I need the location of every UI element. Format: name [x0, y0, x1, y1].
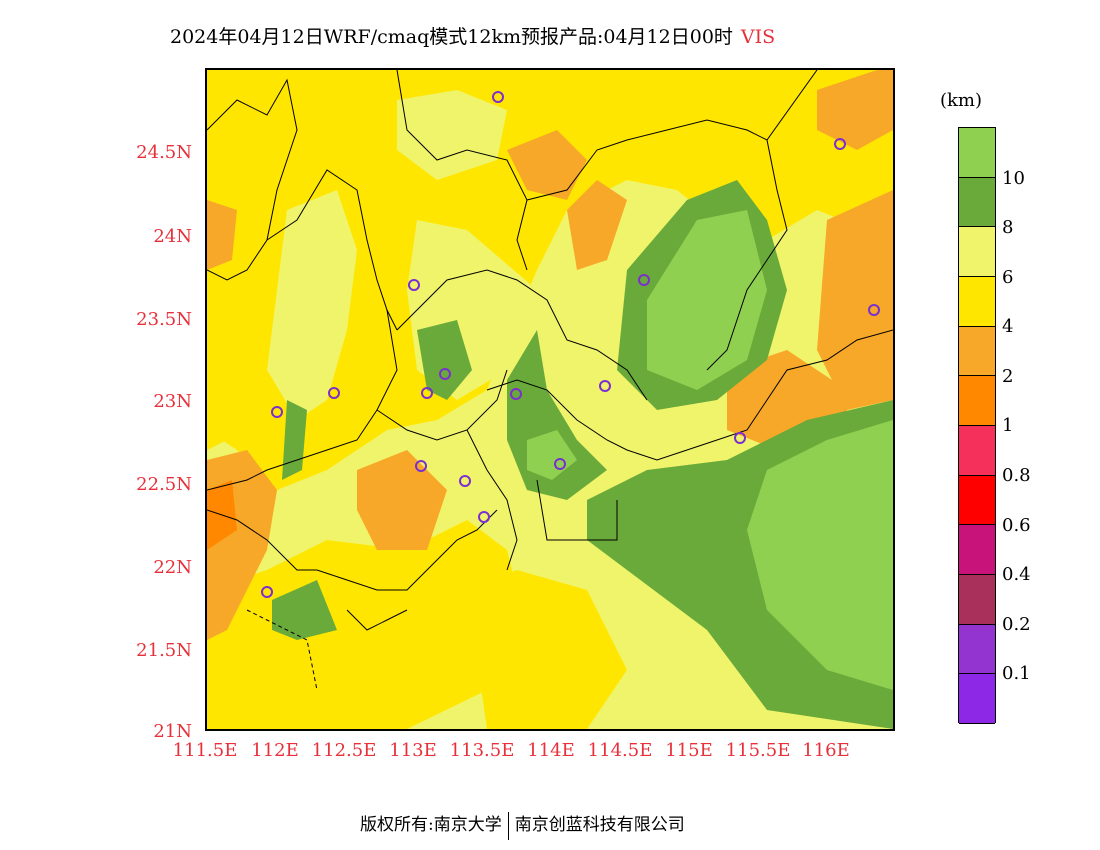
- field-orange-2km-s: [357, 450, 447, 550]
- color-bar-segment: [959, 674, 995, 724]
- legend-level-label: 0.8: [1002, 465, 1031, 486]
- color-bar-segment: [959, 475, 995, 526]
- color-bar-segment: [959, 177, 995, 228]
- station-marker: [415, 460, 427, 472]
- x-tick-label: 116E: [802, 740, 850, 761]
- station-marker: [492, 91, 504, 103]
- x-tick-label: 112E: [251, 740, 299, 761]
- station-marker: [734, 432, 746, 444]
- y-tick-label: 23N: [153, 391, 192, 412]
- title-variable: VIS: [740, 26, 776, 48]
- legend-level-label: 6: [1002, 267, 1014, 288]
- station-marker: [261, 586, 273, 598]
- field-yellow-4km-south: [207, 520, 527, 729]
- field-orange-2km-ne: [817, 70, 893, 150]
- station-marker: [868, 304, 880, 316]
- legend-level-label: 4: [1002, 316, 1014, 337]
- x-tick-label: 113.5E: [449, 740, 515, 761]
- station-marker: [328, 387, 340, 399]
- color-bar-segment: [959, 277, 995, 327]
- station-marker: [421, 387, 433, 399]
- x-tick-label: 114.5E: [587, 740, 653, 761]
- map-title: 2024年04月12日WRF/cmaq模式12km预报产品:04月12日00时 V…: [170, 22, 775, 49]
- legend-level-label: 0.1: [1002, 663, 1031, 684]
- legend-level-label: 1: [1002, 415, 1014, 436]
- color-bar-segment: [959, 575, 995, 625]
- color-bar-segment: [959, 624, 995, 675]
- color-bar: [958, 127, 996, 724]
- x-tick-label: 112.5E: [311, 740, 377, 761]
- station-marker: [510, 388, 522, 400]
- station-marker: [638, 274, 650, 286]
- admin-boundaries: [207, 70, 893, 691]
- field-yellow-4km-coast: [467, 570, 627, 729]
- station-marker: [834, 138, 846, 150]
- field-green-8km-w: [282, 400, 307, 480]
- field-light-lobe-north: [397, 90, 507, 180]
- x-tick-label: 115.5E: [725, 740, 791, 761]
- legend-level-label: 10: [1002, 168, 1025, 189]
- x-tick-label: 114E: [527, 740, 575, 761]
- station-markers: [261, 91, 880, 598]
- x-tick-label: 111.5E: [172, 740, 238, 761]
- station-marker: [459, 475, 471, 487]
- legend-level-label: 8: [1002, 217, 1014, 238]
- legend-level-label: 0.2: [1002, 614, 1031, 635]
- y-tick-label: 22.5N: [136, 474, 192, 495]
- field-green-10km-sea: [747, 420, 893, 690]
- field-light-lobe-west: [267, 190, 357, 420]
- color-bar-segment: [959, 525, 995, 575]
- field-green-8km-island: [272, 580, 337, 640]
- station-marker: [599, 380, 611, 392]
- station-marker: [439, 368, 451, 380]
- station-marker: [271, 406, 283, 418]
- visibility-map: [205, 68, 895, 731]
- color-bar-segment: [959, 426, 995, 476]
- y-tick-label: 24.5N: [136, 142, 192, 163]
- field-yellow-4km-west: [207, 70, 297, 450]
- title-main: 2024年04月12日WRF/cmaq模式12km预报产品:04月12日00时: [170, 26, 733, 48]
- color-bar-segment: [959, 326, 995, 377]
- legend-level-label: 0.6: [1002, 515, 1031, 536]
- y-tick-label: 22N: [153, 557, 192, 578]
- station-marker: [554, 458, 566, 470]
- color-bar-segment: [959, 227, 995, 277]
- field-green-10km-ne: [647, 210, 767, 390]
- field-orange-2km-east: [817, 190, 893, 410]
- y-tick-label: 23.5N: [136, 309, 192, 330]
- field-orange-2km-n2: [567, 180, 627, 270]
- y-tick-label: 21N: [153, 721, 192, 742]
- legend-level-label: 2: [1002, 366, 1014, 387]
- y-tick-label: 24N: [153, 226, 192, 247]
- y-tick-label: 21.5N: [136, 640, 192, 661]
- x-tick-label: 113E: [389, 740, 437, 761]
- legend-unit: (km): [940, 90, 983, 111]
- legend-level-label: 0.4: [1002, 564, 1031, 585]
- copyright-right: 南京创蓝科技有限公司: [514, 815, 685, 835]
- x-tick-label: 115E: [665, 740, 713, 761]
- visibility-field: [207, 70, 893, 729]
- color-bar-segment: [959, 376, 995, 426]
- station-marker: [478, 511, 490, 523]
- field-yellow-4km-north: [207, 70, 893, 490]
- station-marker: [408, 279, 420, 291]
- field-orange-2km-nw: [207, 200, 237, 270]
- color-bar-segment: [959, 128, 995, 178]
- copyright-left: 版权所有:南京大学: [360, 815, 502, 835]
- field-green-8km-c1: [417, 320, 472, 400]
- field-orange-2km-n1: [507, 130, 587, 200]
- footer-divider: [507, 811, 509, 840]
- copyright-footer: 版权所有:南京大学 南京创蓝科技有限公司: [360, 810, 685, 840]
